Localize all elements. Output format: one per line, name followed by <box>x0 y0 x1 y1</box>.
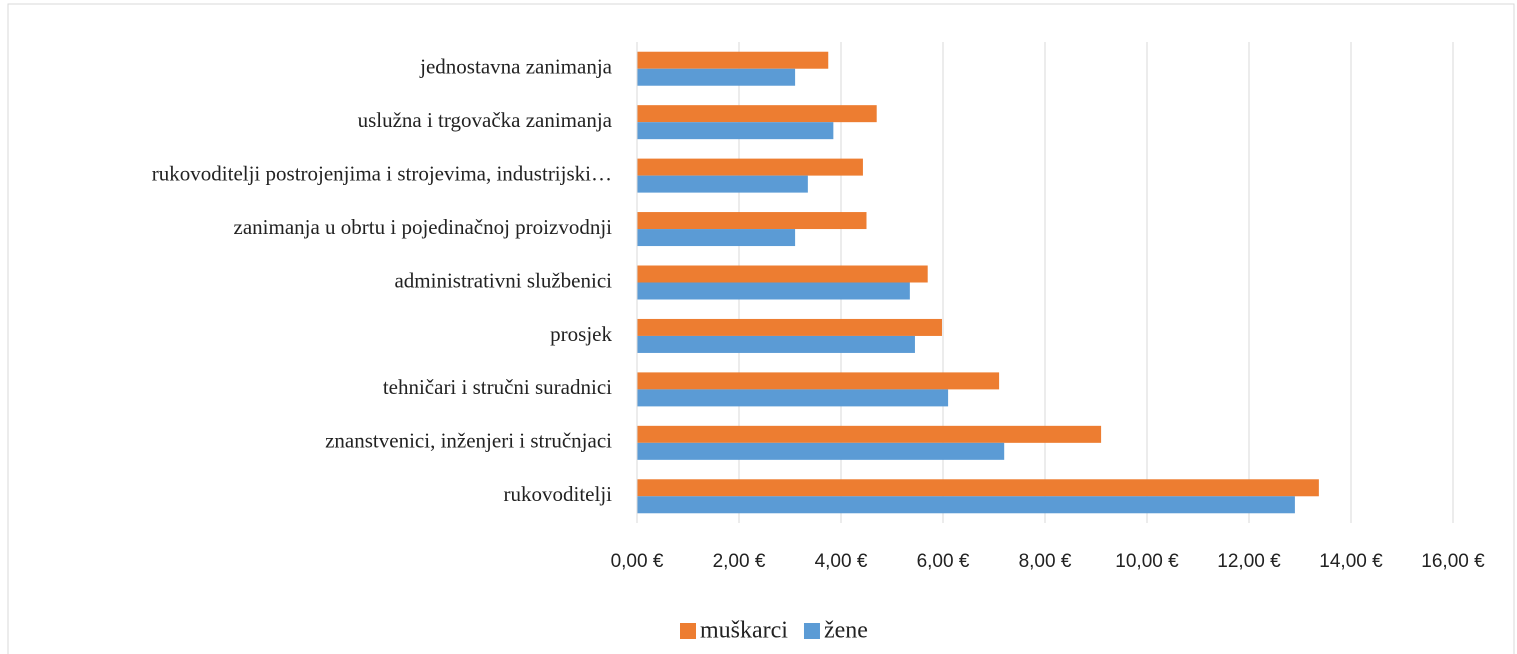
y-tick-label: prosjek <box>550 322 612 346</box>
y-tick-label: rukovoditelji postrojenjima i strojevima… <box>152 161 612 185</box>
y-tick-label: jednostavna zanimanja <box>419 55 613 79</box>
y-tick-label: tehničari i stručni suradnici <box>383 375 612 399</box>
y-tick-label: znanstvenici, inženjeri i stručnjaci <box>325 429 612 453</box>
bar <box>637 479 1319 497</box>
bar <box>637 372 1000 390</box>
y-tick-label: rukovoditelji <box>504 482 613 506</box>
x-tick-label: 6,00 € <box>917 551 970 572</box>
bar <box>637 335 915 353</box>
legend-label: žene <box>824 618 868 644</box>
bar <box>637 425 1102 443</box>
bar <box>637 496 1295 514</box>
x-tick-label: 10,00 € <box>1115 551 1179 572</box>
x-tick-label: 8,00 € <box>1019 551 1072 572</box>
y-tick-label: uslužna i trgovačka zanimanja <box>358 108 613 132</box>
y-tick-label: administrativni službenici <box>394 268 612 292</box>
bar <box>637 175 808 193</box>
bar <box>637 229 796 247</box>
legend-swatch <box>803 623 820 639</box>
bar <box>637 122 834 140</box>
bar <box>637 68 796 86</box>
legend-label: muškarci <box>700 618 788 644</box>
x-tick-label: 4,00 € <box>815 551 868 572</box>
bar <box>637 105 877 123</box>
x-tick-label: 14,00 € <box>1319 551 1383 572</box>
chart-border <box>7 3 1515 654</box>
bar <box>637 158 863 176</box>
bar <box>637 389 949 407</box>
legend-swatch <box>680 623 696 639</box>
bar <box>637 51 829 69</box>
x-tick-label: 12,00 € <box>1217 551 1281 572</box>
x-tick-label: 2,00 € <box>713 551 766 572</box>
bar <box>637 318 942 336</box>
x-tick-label: 16,00 € <box>1421 551 1485 572</box>
y-tick-label: zanimanja u obrtu i pojedinačnoj proizvo… <box>234 215 613 239</box>
bar <box>637 265 928 283</box>
bar <box>637 442 1005 460</box>
bar <box>637 282 910 300</box>
x-tick-label: 0,00 € <box>611 551 664 572</box>
bar <box>637 212 867 230</box>
